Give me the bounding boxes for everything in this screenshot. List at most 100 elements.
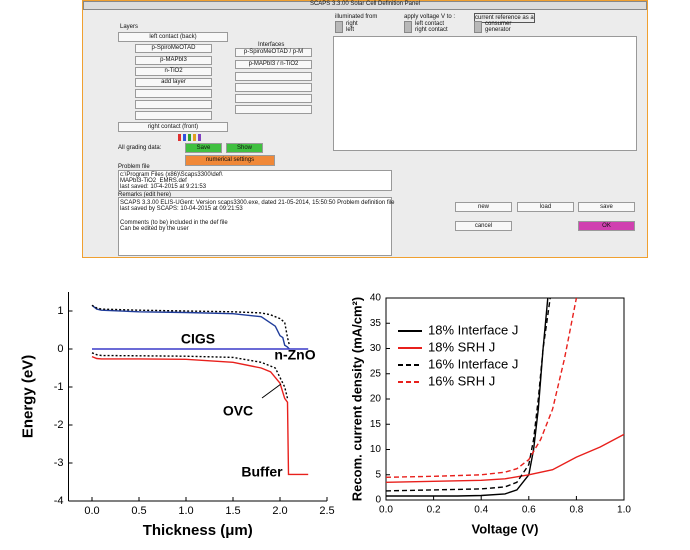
y-tick-label: -2 [54, 419, 64, 431]
voltage-option: left contact [415, 21, 445, 27]
problem-file-line: last saved: 10-4-2015 at 9:21:53 [120, 184, 207, 190]
series-line [385, 297, 551, 492]
x-tick-label: 2.0 [272, 505, 287, 517]
y-tick-label: 15 [370, 419, 382, 430]
series-line [91, 352, 289, 399]
remarks-line: Comments (to be) included in the def fil… [120, 220, 228, 226]
interface-button[interactable]: p-SpiroMeOTAD / p-M [235, 48, 312, 57]
y-axis-label: Recom. current density (mA/cm²) [349, 297, 364, 501]
panel-button[interactable]: cancel [455, 221, 512, 231]
panel-button[interactable]: load [517, 202, 574, 212]
panel-button[interactable]: OK [578, 221, 635, 231]
series-line [385, 297, 578, 478]
empty-interface-button[interactable] [235, 83, 312, 92]
grading-icon [193, 134, 196, 141]
empty-interface-button[interactable] [235, 72, 312, 81]
x-tick-label: 0.4 [474, 505, 488, 516]
legend-label: 16% Interface J [428, 356, 518, 371]
x-tick-label: 1.0 [178, 505, 193, 517]
numerical-settings-button[interactable]: numerical settings [185, 155, 275, 166]
series-line [385, 433, 625, 483]
problem-file-box [118, 170, 392, 191]
voltage-toggle[interactable] [404, 21, 412, 33]
x-tick-label: 2.5 [319, 505, 334, 517]
reference-option: consumer [485, 21, 512, 27]
y-tick-label: 25 [370, 368, 382, 379]
annotation: Buffer [241, 464, 283, 480]
panel-button[interactable]: save [578, 202, 635, 212]
layer-button[interactable]: left contact (back) [118, 32, 228, 42]
y-tick-label: 5 [375, 469, 381, 480]
problem-file-line: c:\Program Files (x86)\Scaps3300\def\ [120, 172, 223, 178]
x-tick-label: 0.2 [427, 505, 441, 516]
grading-label: All grading data: [118, 145, 162, 151]
interfaces-label: Interfaces [258, 42, 285, 48]
show-grading-button[interactable]: Show [226, 143, 263, 153]
x-tick-label: 0.6 [522, 505, 536, 516]
layer-button[interactable]: p-MAPbI3 [135, 55, 212, 65]
empty-layer-button[interactable] [135, 100, 212, 109]
layer-button[interactable]: p-SpiroMeOTAD [135, 44, 212, 53]
grading-icon [178, 134, 181, 141]
y-tick-label: 40 [370, 293, 382, 304]
layers-label: Layers [120, 24, 139, 30]
annotation: CIGS [181, 331, 215, 347]
y-tick-label: 30 [370, 343, 382, 354]
save-grading-button[interactable]: Save [185, 143, 222, 153]
grading-icon [198, 134, 201, 141]
remarks-line: last saved by SCAPS: 10-04-2015 at 09:21… [120, 206, 243, 212]
reference-option: generator [485, 27, 511, 33]
empty-layer-button[interactable] [135, 111, 212, 120]
y-tick-label: 0 [57, 343, 63, 355]
grading-icon [183, 134, 186, 141]
y-tick-label: 1 [57, 305, 63, 317]
x-tick-label: 0.8 [569, 505, 583, 516]
empty-interface-button[interactable] [235, 105, 312, 114]
y-tick-label: -1 [54, 381, 64, 393]
legend-label: 18% Interface J [428, 322, 518, 337]
illumination-label: illuminated from [335, 14, 378, 20]
y-axis-label: Energy (eV) [19, 355, 36, 438]
layer-button[interactable]: n-TiO2 [135, 67, 212, 76]
title-bar [83, 1, 647, 10]
interface-button[interactable]: p-MAPbI3 / n-TiO2 [235, 60, 312, 69]
reference-toggle[interactable] [474, 21, 482, 33]
x-tick-label: 1.0 [617, 505, 631, 516]
remarks-box[interactable] [118, 197, 392, 256]
grading-icon [188, 134, 191, 141]
series-line [91, 304, 290, 350]
y-tick-label: -4 [54, 495, 64, 507]
y-tick-label: 20 [370, 394, 382, 405]
x-tick-label: 0.5 [131, 505, 146, 517]
series-line [91, 304, 291, 346]
y-tick-label: 0 [375, 495, 381, 506]
empty-layer-button[interactable] [135, 89, 212, 98]
legend-label: 16% SRH J [428, 373, 495, 388]
voltage-option: right contact [415, 27, 448, 33]
x-axis-label: Voltage (V) [472, 521, 539, 536]
problem-file-line: MAPbI3-TiO2_EMRS.def [120, 178, 187, 184]
illumination-option: left [346, 27, 355, 33]
x-tick-label: 0.0 [379, 505, 393, 516]
layer-button[interactable]: right contact (front) [118, 122, 228, 132]
problem-file-label: Problem file [118, 164, 150, 170]
add-layer-button[interactable]: add layer [135, 78, 212, 87]
panel-button[interactable]: new [455, 202, 512, 212]
y-tick-label: 10 [370, 444, 382, 455]
plot-frame [385, 297, 625, 501]
series-line [386, 297, 549, 497]
empty-interface-button[interactable] [235, 94, 312, 103]
illumination-option: right [346, 21, 358, 27]
remarks-line: Can be edited by the user [120, 226, 189, 232]
illumination-toggle[interactable] [335, 21, 343, 33]
panel-title: SCAPS 3.3.00 Solar Cell Definition Panel [309, 1, 421, 7]
voltage-label: apply voltage V to : [404, 14, 456, 20]
annotation: OVC [223, 403, 253, 419]
legend-label: 18% SRH J [428, 339, 495, 354]
annotation-arrow [261, 383, 282, 399]
x-axis-label: Thickness (μm) [143, 522, 253, 539]
y-tick-label: 35 [370, 318, 382, 329]
remarks-line: SCAPS 3.3.00 ELIS-UGent: Version scaps33… [120, 200, 395, 206]
device-diagram-area [333, 36, 637, 151]
